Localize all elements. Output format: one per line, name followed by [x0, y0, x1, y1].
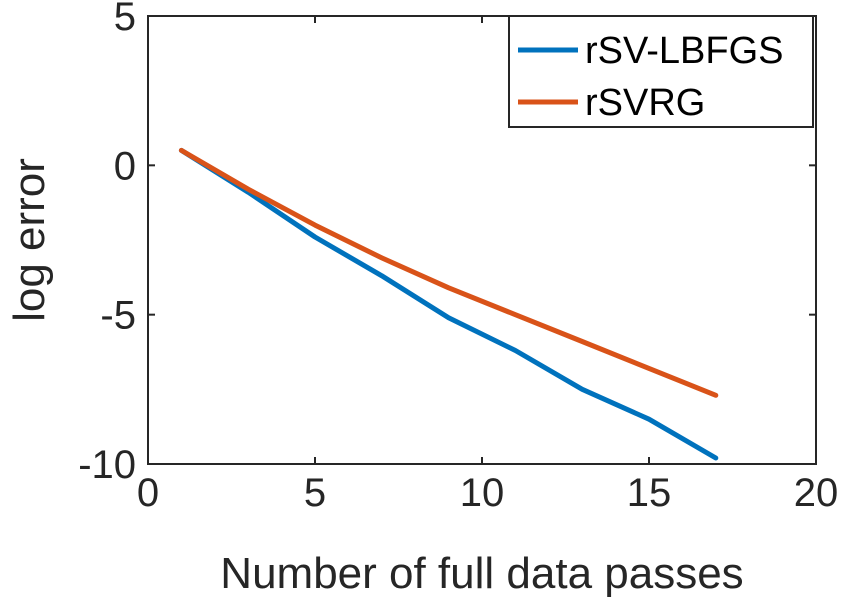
series-lines: [178, 147, 719, 461]
legend-box: [508, 15, 814, 128]
y-axis-label: log error: [5, 158, 54, 322]
x-axis-label: Number of full data passes: [220, 549, 743, 598]
legend: rSV-LBFGS rSVRG: [508, 15, 814, 128]
legend-label: rSVRG: [585, 82, 705, 124]
y-axis-tick-labels: -10 -5 0 5: [78, 0, 136, 487]
y-tick-label: 0: [114, 144, 136, 188]
y-tick-label: 5: [114, 0, 136, 39]
x-tick-label: 10: [460, 471, 505, 515]
y-tick-label: -5: [100, 294, 136, 338]
legend-label: rSV-LBFGS: [585, 30, 784, 72]
series-line-2: [178, 147, 719, 398]
series-line-1: [178, 147, 719, 461]
x-axis-tick-labels: 0 5 10 15 20: [137, 471, 838, 515]
x-tick-label: 0: [137, 471, 159, 515]
x-tick-label: 20: [794, 471, 839, 515]
y-tick-label: -10: [78, 443, 136, 487]
x-tick-label: 5: [304, 471, 326, 515]
x-tick-label: 15: [627, 471, 672, 515]
